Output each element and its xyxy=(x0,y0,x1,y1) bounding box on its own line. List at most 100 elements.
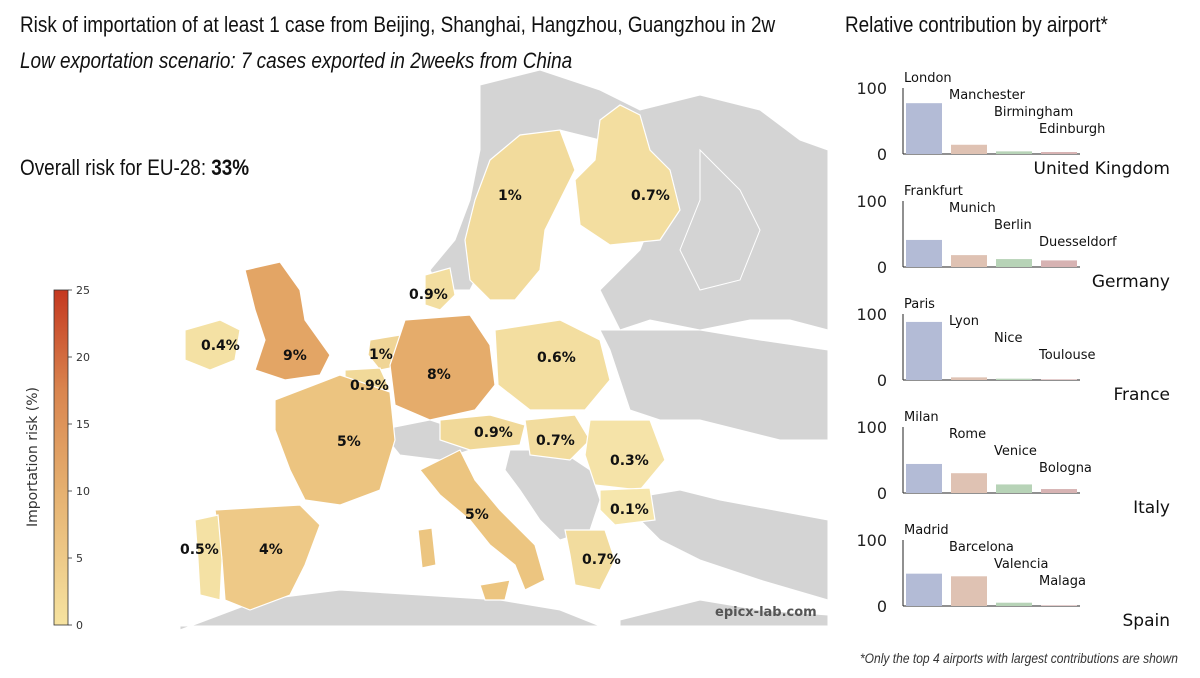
y-tick-label: 0 xyxy=(877,597,887,616)
panel-country-label: France xyxy=(1113,385,1170,405)
colorbar-tick-label: 25 xyxy=(76,284,90,297)
airport-bar-charts: 0 100 London Manchester Birmingham Edinburgh U… xyxy=(856,71,1170,631)
label-austria: 0.9% xyxy=(474,425,513,441)
colorbar-tick-label: 20 xyxy=(76,351,90,364)
airport-label: Paris xyxy=(904,297,935,312)
y-tick-label: 100 xyxy=(856,192,887,211)
bar xyxy=(906,573,942,606)
bar xyxy=(906,463,942,493)
label-belgium: 0.9% xyxy=(350,378,389,394)
airport-label: Venice xyxy=(994,444,1037,459)
region-bulgaria xyxy=(599,487,656,526)
region-sicily xyxy=(479,579,511,601)
label-romania: 0.3% xyxy=(610,453,649,469)
airport-label: Lyon xyxy=(949,314,979,329)
region-portugal xyxy=(194,514,223,601)
label-sweden: 1% xyxy=(498,188,522,204)
y-tick-label: 100 xyxy=(856,79,887,98)
y-tick-label: 0 xyxy=(877,145,887,164)
airport-label: Munich xyxy=(949,201,996,216)
label-germany: 8% xyxy=(427,367,451,383)
airport-label: Frankfurt xyxy=(904,184,963,199)
country-labels: 9% 8% 5% 5% 4% 1% 1% 0.7% 0.9% 0.4% 0.9%… xyxy=(180,188,670,568)
airport-label: Malaga xyxy=(1039,574,1086,589)
panel-country-label: Spain xyxy=(1123,611,1171,631)
region-sardinia xyxy=(417,527,437,569)
airport-label: Edinburgh xyxy=(1039,122,1105,137)
label-netherlands: 1% xyxy=(369,347,393,363)
label-denmark: 0.9% xyxy=(409,287,448,303)
bar xyxy=(951,255,987,267)
airport-label: Manchester xyxy=(949,88,1026,103)
region-denmark xyxy=(424,267,456,311)
label-finland: 0.7% xyxy=(631,188,670,204)
bar xyxy=(996,259,1032,267)
region-austria xyxy=(439,414,526,451)
footnote: *Only the top 4 airports with largest co… xyxy=(860,650,1178,666)
label-greece: 0.7% xyxy=(582,552,621,568)
y-tick-label: 100 xyxy=(856,418,887,437)
sidebar-title: Relative contribution by airport* xyxy=(845,12,1108,37)
y-tick-label: 100 xyxy=(856,305,887,324)
panel-country-label: Germany xyxy=(1092,272,1170,292)
region-hungary xyxy=(524,414,591,461)
airport-panel: 0 100 London Manchester Birmingham Edinburgh U… xyxy=(856,71,1170,179)
label-poland: 0.6% xyxy=(537,350,576,366)
airport-label: Valencia xyxy=(994,557,1048,572)
y-tick-label: 0 xyxy=(877,258,887,277)
label-bulgaria: 0.1% xyxy=(610,502,649,518)
region-poland xyxy=(494,319,611,411)
label-italy: 5% xyxy=(465,507,489,523)
colorbar-tick-label: 15 xyxy=(76,418,90,431)
y-tick-label: 0 xyxy=(877,371,887,390)
bar xyxy=(951,377,987,380)
colorbar-tick-label: 0 xyxy=(76,619,83,632)
overall-risk-label: Overall risk for EU-28: xyxy=(20,155,207,180)
bar xyxy=(1041,152,1077,154)
colorbar-label: Importation risk (%) xyxy=(25,387,41,527)
y-tick-label: 100 xyxy=(856,531,887,550)
airport-label: Duesseldorf xyxy=(1039,235,1117,250)
airport-label: Barcelona xyxy=(949,540,1014,555)
region-ireland xyxy=(184,319,241,371)
panel-country-label: Italy xyxy=(1133,498,1170,518)
bar xyxy=(996,378,1032,380)
chart-subtitle: Low exportation scenario: 7 cases export… xyxy=(20,48,573,73)
label-portugal: 0.5% xyxy=(180,542,219,558)
region-uk xyxy=(244,261,331,381)
watermark: epicx-lab.com xyxy=(715,605,817,620)
region-finland xyxy=(574,104,681,246)
colorbar-tick-label: 5 xyxy=(76,552,83,565)
chart-title: Risk of importation of at least 1 case f… xyxy=(20,12,776,37)
bar xyxy=(996,602,1032,606)
bar xyxy=(906,103,942,154)
airport-label: Nice xyxy=(994,331,1022,346)
colorbar-tick-label: 10 xyxy=(76,485,90,498)
bar xyxy=(951,473,987,493)
region-france xyxy=(274,374,396,506)
region-greece xyxy=(564,529,616,591)
label-ireland: 0.4% xyxy=(201,338,240,354)
airport-label: London xyxy=(904,71,952,86)
bar xyxy=(906,239,942,267)
colorbar-ticks: 0 5 10 15 20 25 xyxy=(68,284,90,632)
airport-label: Rome xyxy=(949,427,986,442)
airport-label: Bologna xyxy=(1039,461,1092,476)
airport-label: Madrid xyxy=(904,523,949,538)
region-germany xyxy=(389,314,496,421)
airport-label: Birmingham xyxy=(994,105,1073,120)
airport-label: Milan xyxy=(904,410,939,425)
label-uk: 9% xyxy=(283,348,307,364)
bar xyxy=(951,144,987,154)
region-spain xyxy=(214,504,321,611)
overall-risk: Overall risk for EU-28: 33% xyxy=(20,155,249,181)
label-spain: 4% xyxy=(259,542,283,558)
bar xyxy=(1041,260,1077,267)
region-sweden xyxy=(464,129,576,301)
colorbar: 0 5 10 15 20 25 Importation risk (%) xyxy=(25,284,90,632)
label-hungary: 0.7% xyxy=(536,433,575,449)
airport-panel: 0 100 Frankfurt Munich Berlin Duesseldorf Germ… xyxy=(856,184,1170,292)
